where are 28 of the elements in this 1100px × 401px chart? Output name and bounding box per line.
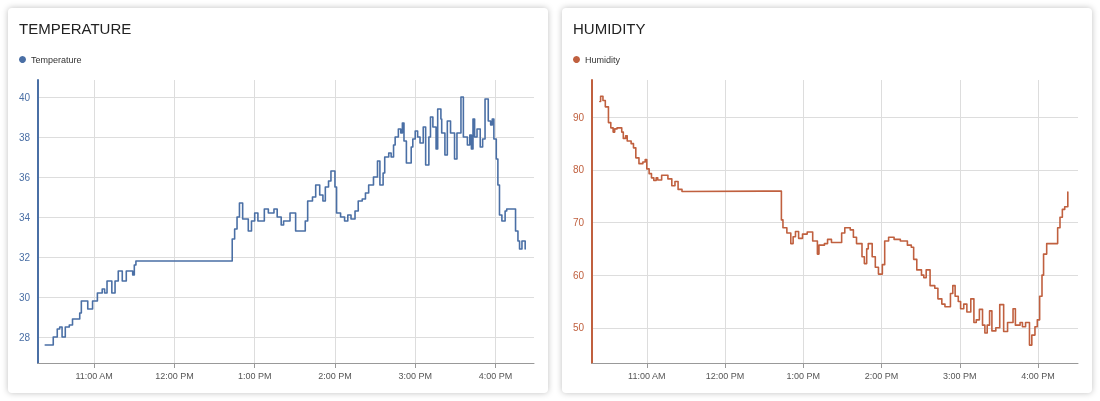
x-tick-label: 2:00 PM [864, 370, 899, 381]
x-tick-label: 3:00 PM [943, 370, 977, 381]
x-tick-label: 2:00 PM [318, 370, 352, 381]
y-tick-label: 38 [18, 131, 31, 143]
x-tick-label: 1:00 PM [237, 370, 272, 381]
y-tick-label: 80 [572, 164, 585, 176]
y-tick-label: 40 [18, 91, 31, 103]
y-tick-label: 36 [18, 171, 31, 183]
y-tick-label: 34 [18, 211, 31, 223]
x-tick-label: 3:00 PM [398, 370, 432, 381]
x-tick-label: 11:00 AM [628, 370, 666, 381]
y-tick-label: 90 [572, 111, 585, 123]
x-tick-label: 4:00 PM [478, 370, 513, 381]
x-tick-label: 11:00 AM [75, 370, 113, 381]
y-tick-label: 30 [18, 291, 31, 303]
y-tick-label: 28 [18, 331, 31, 343]
y-tick-label: 60 [572, 269, 585, 281]
y-tick-label: 50 [572, 322, 585, 334]
x-tick-label: 4:00 PM [1021, 370, 1055, 381]
x-tick-label: 12:00 PM [155, 370, 194, 381]
chart-title: HUMIDITY [573, 20, 646, 37]
chart-title: TEMPERATURE [19, 20, 132, 37]
y-tick-label: 70 [572, 217, 585, 229]
legend-label: Humidity [585, 54, 621, 65]
x-tick-label: 1:00 PM [786, 370, 821, 381]
y-tick-label: 32 [18, 251, 31, 263]
x-tick-label: 12:00 PM [705, 370, 745, 381]
legend-label: Temperature [31, 54, 82, 65]
